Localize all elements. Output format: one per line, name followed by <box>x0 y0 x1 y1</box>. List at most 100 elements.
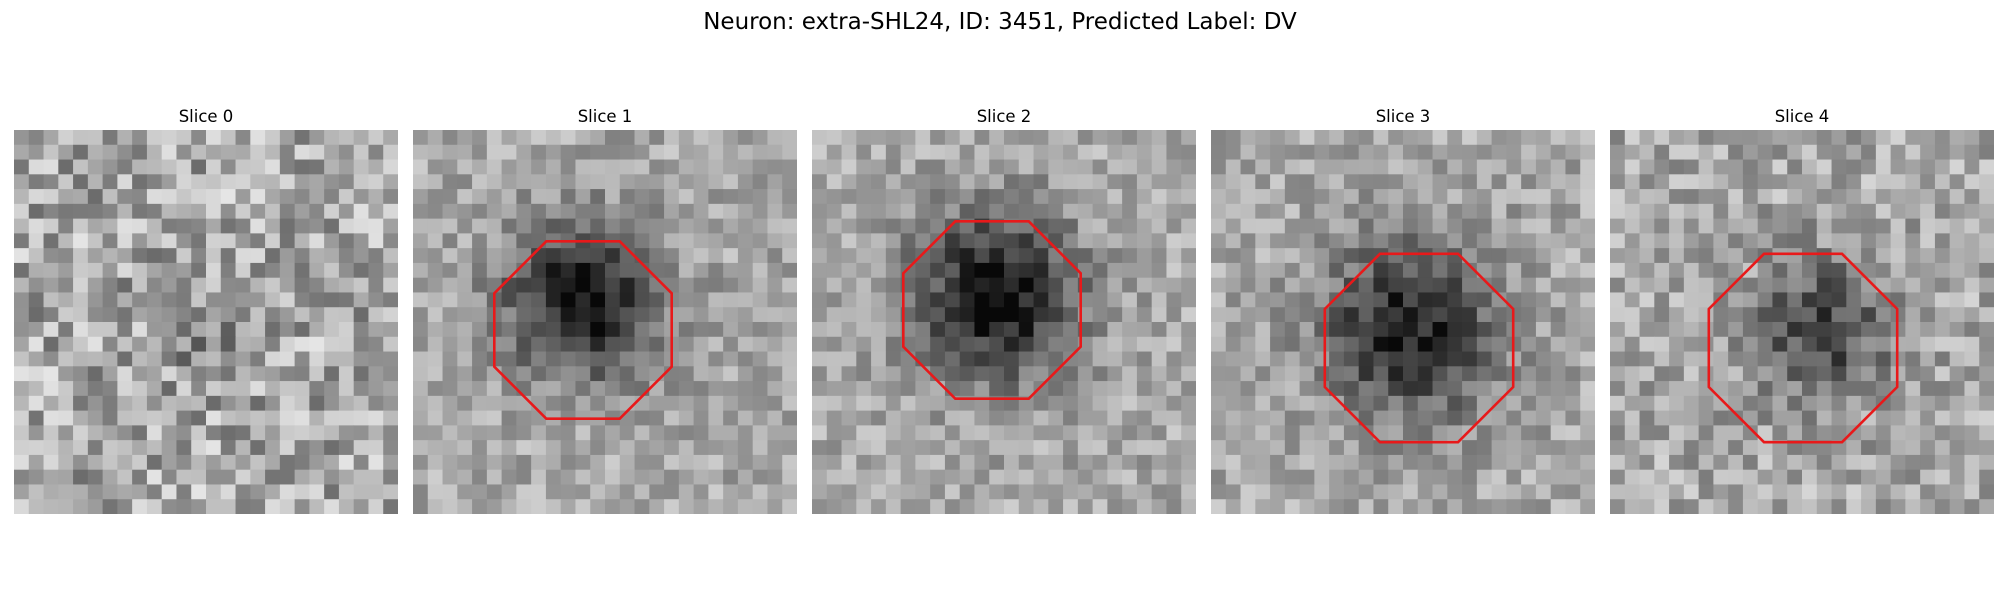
image-pixel <box>664 366 680 382</box>
image-pixel <box>324 174 340 190</box>
image-pixel <box>1255 499 1271 514</box>
image-pixel <box>324 336 340 352</box>
image-pixel <box>1388 366 1404 382</box>
image-pixel <box>1432 262 1448 279</box>
image-pixel <box>338 233 355 249</box>
image-pixel <box>1358 130 1374 146</box>
image-pixel <box>442 218 458 234</box>
image-pixel <box>959 425 975 441</box>
image-pixel <box>265 336 281 352</box>
image-pixel <box>1787 159 1803 175</box>
image-pixel <box>132 499 148 514</box>
image-pixel <box>1270 336 1286 352</box>
image-pixel <box>871 322 887 338</box>
image-pixel <box>1476 484 1493 500</box>
image-pixel <box>1358 322 1374 338</box>
image-pixel <box>1166 159 1182 175</box>
image-pixel <box>1417 248 1433 264</box>
image-pixel <box>1639 410 1655 426</box>
image-pixel <box>649 395 665 412</box>
image-pixel <box>1491 130 1507 146</box>
image-pixel <box>856 159 872 175</box>
image-pixel <box>1979 307 1994 323</box>
image-pixel <box>14 277 30 293</box>
image-pixel <box>132 336 148 352</box>
image-pixel <box>826 203 842 220</box>
image-pixel <box>1107 499 1123 514</box>
image-pixel <box>1521 366 1537 382</box>
image-pixel <box>752 144 768 160</box>
image-pixel <box>1846 351 1862 367</box>
image-pixel <box>678 218 695 234</box>
image-pixel <box>338 454 355 471</box>
image-pixel <box>442 366 458 382</box>
image-pixel <box>900 484 916 500</box>
image-pixel <box>1949 307 1965 323</box>
image-pixel <box>87 410 104 426</box>
image-pixel <box>1181 499 1196 514</box>
image-pixel <box>1535 395 1552 412</box>
image-pixel <box>1550 336 1566 352</box>
image-pixel <box>102 336 118 352</box>
image-pixel <box>235 351 251 367</box>
image-pixel <box>161 469 177 485</box>
image-pixel <box>1757 130 1773 146</box>
image-pixel <box>989 159 1005 175</box>
image-pixel <box>1713 144 1729 160</box>
image-pixel <box>590 292 606 308</box>
image-pixel <box>427 440 443 456</box>
image-pixel <box>1048 484 1064 500</box>
image-pixel <box>1343 218 1360 234</box>
image-pixel <box>472 366 488 382</box>
image-pixel <box>1757 322 1773 338</box>
image-pixel <box>220 351 236 367</box>
image-pixel <box>1683 322 1700 338</box>
image-pixel <box>1166 262 1182 279</box>
image-pixel <box>1491 233 1507 249</box>
image-pixel <box>1890 425 1906 441</box>
image-pixel <box>1698 218 1714 234</box>
image-pixel <box>1742 469 1759 485</box>
image-pixel <box>1624 469 1640 485</box>
image-pixel <box>250 248 266 264</box>
image-pixel <box>132 410 148 426</box>
image-pixel <box>693 484 709 500</box>
image-pixel <box>1063 174 1079 190</box>
image-pixel <box>324 499 340 514</box>
image-pixel <box>294 454 310 471</box>
image-pixel <box>206 189 222 205</box>
image-pixel <box>575 469 591 485</box>
image-pixel <box>250 144 266 160</box>
image-pixel <box>1742 425 1759 441</box>
image-pixel <box>1343 144 1360 160</box>
image-pixel <box>1772 410 1788 426</box>
image-pixel <box>457 499 473 514</box>
image-pixel <box>1506 233 1522 249</box>
image-pixel <box>678 381 695 397</box>
image-pixel <box>102 203 118 220</box>
image-pixel <box>1211 395 1227 412</box>
image-pixel <box>176 218 192 234</box>
image-pixel <box>1270 454 1286 471</box>
image-pixel <box>1713 351 1729 367</box>
image-pixel <box>1949 248 1965 264</box>
image-pixel <box>752 469 768 485</box>
image-pixel <box>516 454 532 471</box>
image-pixel <box>871 144 887 160</box>
image-pixel <box>1802 322 1818 338</box>
image-pixel <box>368 366 384 382</box>
image-pixel <box>959 440 975 456</box>
image-pixel <box>693 336 709 352</box>
image-pixel <box>693 469 709 485</box>
image-pixel <box>1166 425 1182 441</box>
image-pixel <box>678 248 695 264</box>
image-pixel <box>383 499 398 514</box>
image-pixel <box>1166 277 1182 293</box>
image-pixel <box>1979 366 1994 382</box>
image-pixel <box>1979 499 1994 514</box>
image-pixel <box>871 262 887 279</box>
image-pixel <box>634 248 650 264</box>
image-pixel <box>989 336 1005 352</box>
image-pixel <box>1964 454 1980 471</box>
image-pixel <box>1964 292 1980 308</box>
